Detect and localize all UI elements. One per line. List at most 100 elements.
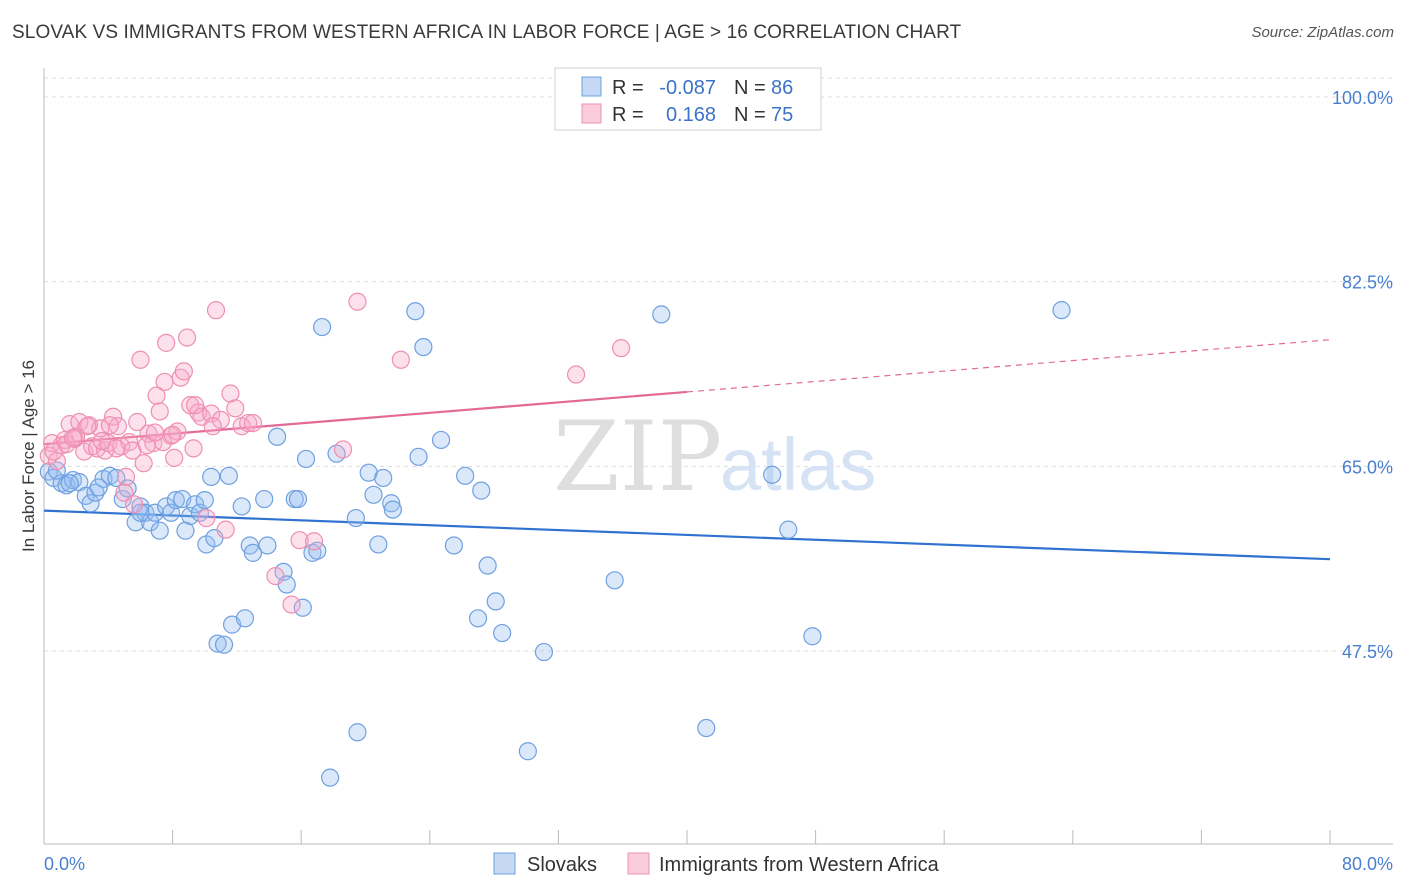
point-s1-37 [184,439,203,458]
point-s1-27 [150,402,169,421]
axes [43,68,1393,845]
legend-r-value-1: -0.087 [659,77,716,99]
legend-r-label-2: R = [612,104,644,126]
legend-bottom-label-immigrants: Immigrants from Western Africa [659,854,940,876]
watermark-zip: ZIP [553,401,722,513]
point-s1-63 [107,439,126,458]
point-s1-40 [197,508,216,528]
point-s1-54 [333,440,353,459]
legend-n-value-1: 86 [771,77,793,99]
point-s1-62 [92,431,111,451]
point-s0-75 [652,305,671,324]
y-tick-label-3: 47.5% [1342,642,1393,662]
point-s1-65 [124,495,144,514]
point-s1-18 [116,467,136,486]
point-s0-36 [232,497,251,516]
point-s0-66 [444,536,464,555]
point-s0-30 [202,467,221,486]
point-s1-68 [163,425,182,444]
point-s1-49 [243,413,263,433]
point-s1-61 [78,417,97,436]
point-s0-82 [47,461,66,480]
point-s0-19 [150,521,169,540]
point-s0-59 [374,468,393,488]
point-s1-29 [157,333,176,352]
point-s0-37 [235,609,255,628]
point-s0-33 [214,635,234,654]
point-s1-23 [134,454,153,473]
legend-bottom-label-slovaks: Slovaks [527,854,597,876]
bottom-legend: Slovaks Immigrants from Western Africa [493,852,940,876]
point-s0-74 [605,571,624,590]
point-s0-81 [1052,301,1071,320]
legend-bottom-swatch-immigrants [627,852,650,875]
point-s1-56 [391,350,410,369]
trend-line-0 [43,509,1331,561]
point-s0-12 [113,489,132,509]
point-s0-57 [364,485,383,504]
point-s1-74 [145,423,165,442]
point-s0-80 [803,627,822,646]
point-s1-69 [186,396,205,415]
point-s1-35 [177,328,197,347]
point-s0-83 [60,474,79,493]
point-s1-50 [266,566,285,586]
point-s0-22 [166,491,185,510]
legend-swatch-slovaks [581,76,602,97]
point-s0-52 [321,768,340,787]
point-s1-32 [168,422,187,441]
point-s1-58 [611,339,631,358]
point-s0-32 [208,634,227,653]
point-s0-58 [369,535,388,554]
legend-bottom-swatch-slovaks [493,852,516,875]
point-s0-42 [267,427,287,446]
y-tick-label-1: 82.5% [1342,273,1393,293]
point-s1-70 [203,417,222,436]
point-s0-62 [406,302,425,321]
point-s0-67 [456,466,475,485]
data-points [39,292,1071,787]
point-s0-18 [145,503,165,522]
point-s0-79 [779,520,798,539]
legend-n-label-1: N = [734,77,766,99]
point-s0-40 [255,489,274,509]
point-s0-78 [763,465,782,484]
point-s1-72 [63,428,83,447]
legend-r-value-2: 0.168 [666,104,716,126]
point-s0-55 [346,508,365,528]
legend-n-label-2: N = [734,104,766,126]
point-s0-54 [348,723,367,742]
point-s1-24 [139,424,158,443]
point-s0-63 [409,447,428,466]
gridlines [44,77,1393,652]
point-s0-25 [181,506,200,526]
point-s0-65 [431,430,451,450]
point-s0-46 [288,489,308,509]
point-s0-73 [534,642,554,662]
point-s0-64 [414,337,433,357]
point-s1-52 [290,531,309,550]
point-s1-44 [216,520,235,539]
point-s0-50 [308,541,327,560]
point-s0-11 [107,468,126,488]
point-s1-21 [128,412,147,432]
point-s0-51 [312,317,332,337]
point-s0-39 [243,543,263,562]
point-s0-61 [383,500,402,519]
point-s0-48 [296,449,316,469]
y-tick-labels: 100.0% 82.5% 65.0% 47.5% [1332,88,1393,662]
point-s1-22 [131,350,150,369]
point-s0-60 [382,494,401,513]
trend-line-1-dashed [686,339,1331,393]
point-s0-70 [486,592,505,611]
point-s0-41 [258,536,277,555]
x-tick-label-min: 0.0% [44,854,85,874]
x-tick-label-max: 80.0% [1342,854,1393,874]
point-s1-64 [115,483,134,502]
point-s1-42 [206,301,226,320]
point-s0-69 [478,556,497,575]
point-s0-84 [89,478,108,497]
point-s1-73 [100,416,120,435]
point-s0-72 [493,623,512,643]
chart-title: SLOVAK VS IMMIGRANTS FROM WESTERN AFRICA… [12,22,962,43]
